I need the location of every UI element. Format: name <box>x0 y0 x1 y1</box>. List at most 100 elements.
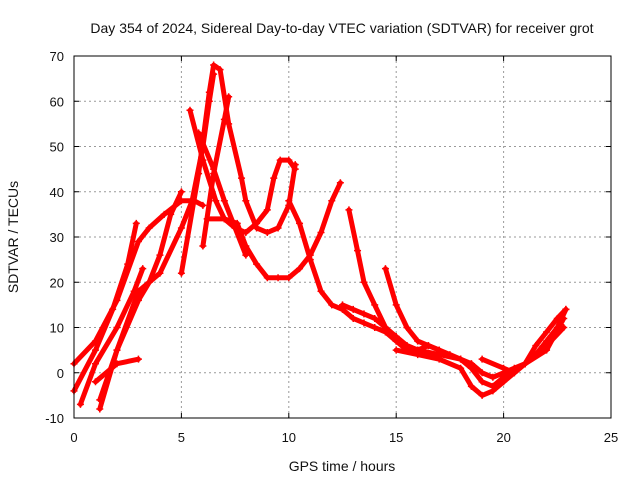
data-point <box>205 88 213 96</box>
data-point <box>220 215 228 223</box>
data-point <box>478 355 486 363</box>
series-trace <box>97 71 217 412</box>
data-point <box>177 269 185 277</box>
data-point <box>478 391 486 399</box>
data-point <box>296 265 304 273</box>
data-point <box>435 346 443 354</box>
data-point <box>478 369 486 377</box>
grid <box>74 56 611 418</box>
data-point <box>371 301 379 309</box>
y-axis-label: SDTVAR / TECUs <box>5 181 21 293</box>
plot-frame <box>73 55 612 419</box>
series-trace <box>77 266 146 407</box>
data-point <box>225 120 233 128</box>
data-point <box>424 342 432 350</box>
data-point <box>354 247 362 255</box>
data-point <box>345 206 353 214</box>
data-point <box>446 351 454 359</box>
data-point <box>317 228 325 236</box>
data-point <box>403 324 411 331</box>
data-point <box>113 346 121 354</box>
data-point <box>339 301 346 309</box>
data-point <box>291 165 299 173</box>
data-point <box>521 360 529 368</box>
data-point <box>371 324 379 331</box>
data-point <box>276 156 284 164</box>
data-point <box>360 278 368 286</box>
data-point <box>543 328 551 336</box>
plot-area <box>70 61 570 413</box>
data-point <box>91 346 99 354</box>
data-point <box>392 346 400 354</box>
series-track-3 <box>76 265 147 408</box>
x-tick-label: 20 <box>496 430 510 445</box>
data-point <box>242 228 250 236</box>
data-point <box>199 242 207 250</box>
data-point <box>225 93 233 101</box>
data-point <box>328 301 336 309</box>
data-point <box>253 219 261 227</box>
x-tick-label: 0 <box>70 430 77 445</box>
data-point <box>231 224 239 232</box>
data-point <box>76 400 84 408</box>
data-point <box>167 210 175 218</box>
data-point <box>96 405 104 413</box>
x-axis-label: GPS time / hours <box>289 458 396 474</box>
x-tick-label: 5 <box>178 430 185 445</box>
data-point <box>392 301 400 309</box>
x-tick-label: 25 <box>604 430 618 445</box>
series-trace <box>97 189 184 403</box>
y-tick-label: 60 <box>50 94 64 109</box>
y-tick-label: 30 <box>50 230 64 245</box>
data-point <box>177 188 185 196</box>
data-point <box>489 373 497 381</box>
data-point <box>96 396 104 404</box>
data-point <box>139 265 147 273</box>
data-point <box>371 314 379 322</box>
y-tick-label: 10 <box>50 321 64 336</box>
data-point <box>156 269 164 277</box>
data-point <box>242 197 250 205</box>
data-point <box>186 106 194 114</box>
data-point <box>392 337 400 345</box>
data-point <box>467 360 475 368</box>
data-point <box>253 260 261 268</box>
data-point <box>285 197 293 205</box>
data-point <box>500 378 508 386</box>
x-tick-labels: 0 5 10 15 20 25 <box>70 430 618 445</box>
data-point <box>532 342 540 350</box>
data-point <box>113 324 121 331</box>
data-point <box>195 129 203 137</box>
series-track-18 <box>478 305 570 377</box>
data-point <box>336 179 344 187</box>
series-trace <box>346 207 442 353</box>
data-point <box>543 346 551 354</box>
y-tick-label: -10 <box>45 411 64 426</box>
series-track-11 <box>199 93 233 250</box>
y-tick-label: 70 <box>50 49 64 64</box>
data-point <box>156 251 164 259</box>
y-tick-labels: -10 0 10 20 30 40 50 60 70 <box>45 49 64 426</box>
data-point <box>285 274 293 282</box>
data-point <box>270 174 278 182</box>
data-point <box>220 197 228 205</box>
data-point <box>349 314 357 322</box>
data-point <box>296 219 304 227</box>
data-point <box>238 174 246 182</box>
series-track-6 <box>96 188 185 404</box>
x-tick-label: 15 <box>389 430 403 445</box>
data-point <box>145 278 153 286</box>
data-point <box>134 238 142 246</box>
series-trace <box>200 94 232 249</box>
y-tick-label: 40 <box>50 185 64 200</box>
data-point <box>263 274 271 282</box>
data-point <box>132 219 140 227</box>
data-point <box>560 314 568 322</box>
data-point <box>109 305 117 313</box>
y-tick-label: 20 <box>50 275 64 290</box>
data-point <box>91 378 99 386</box>
chart-title: Day 354 of 2024, Sidereal Day-to-day VTE… <box>90 20 593 36</box>
data-point <box>349 305 357 313</box>
data-point <box>510 369 518 377</box>
